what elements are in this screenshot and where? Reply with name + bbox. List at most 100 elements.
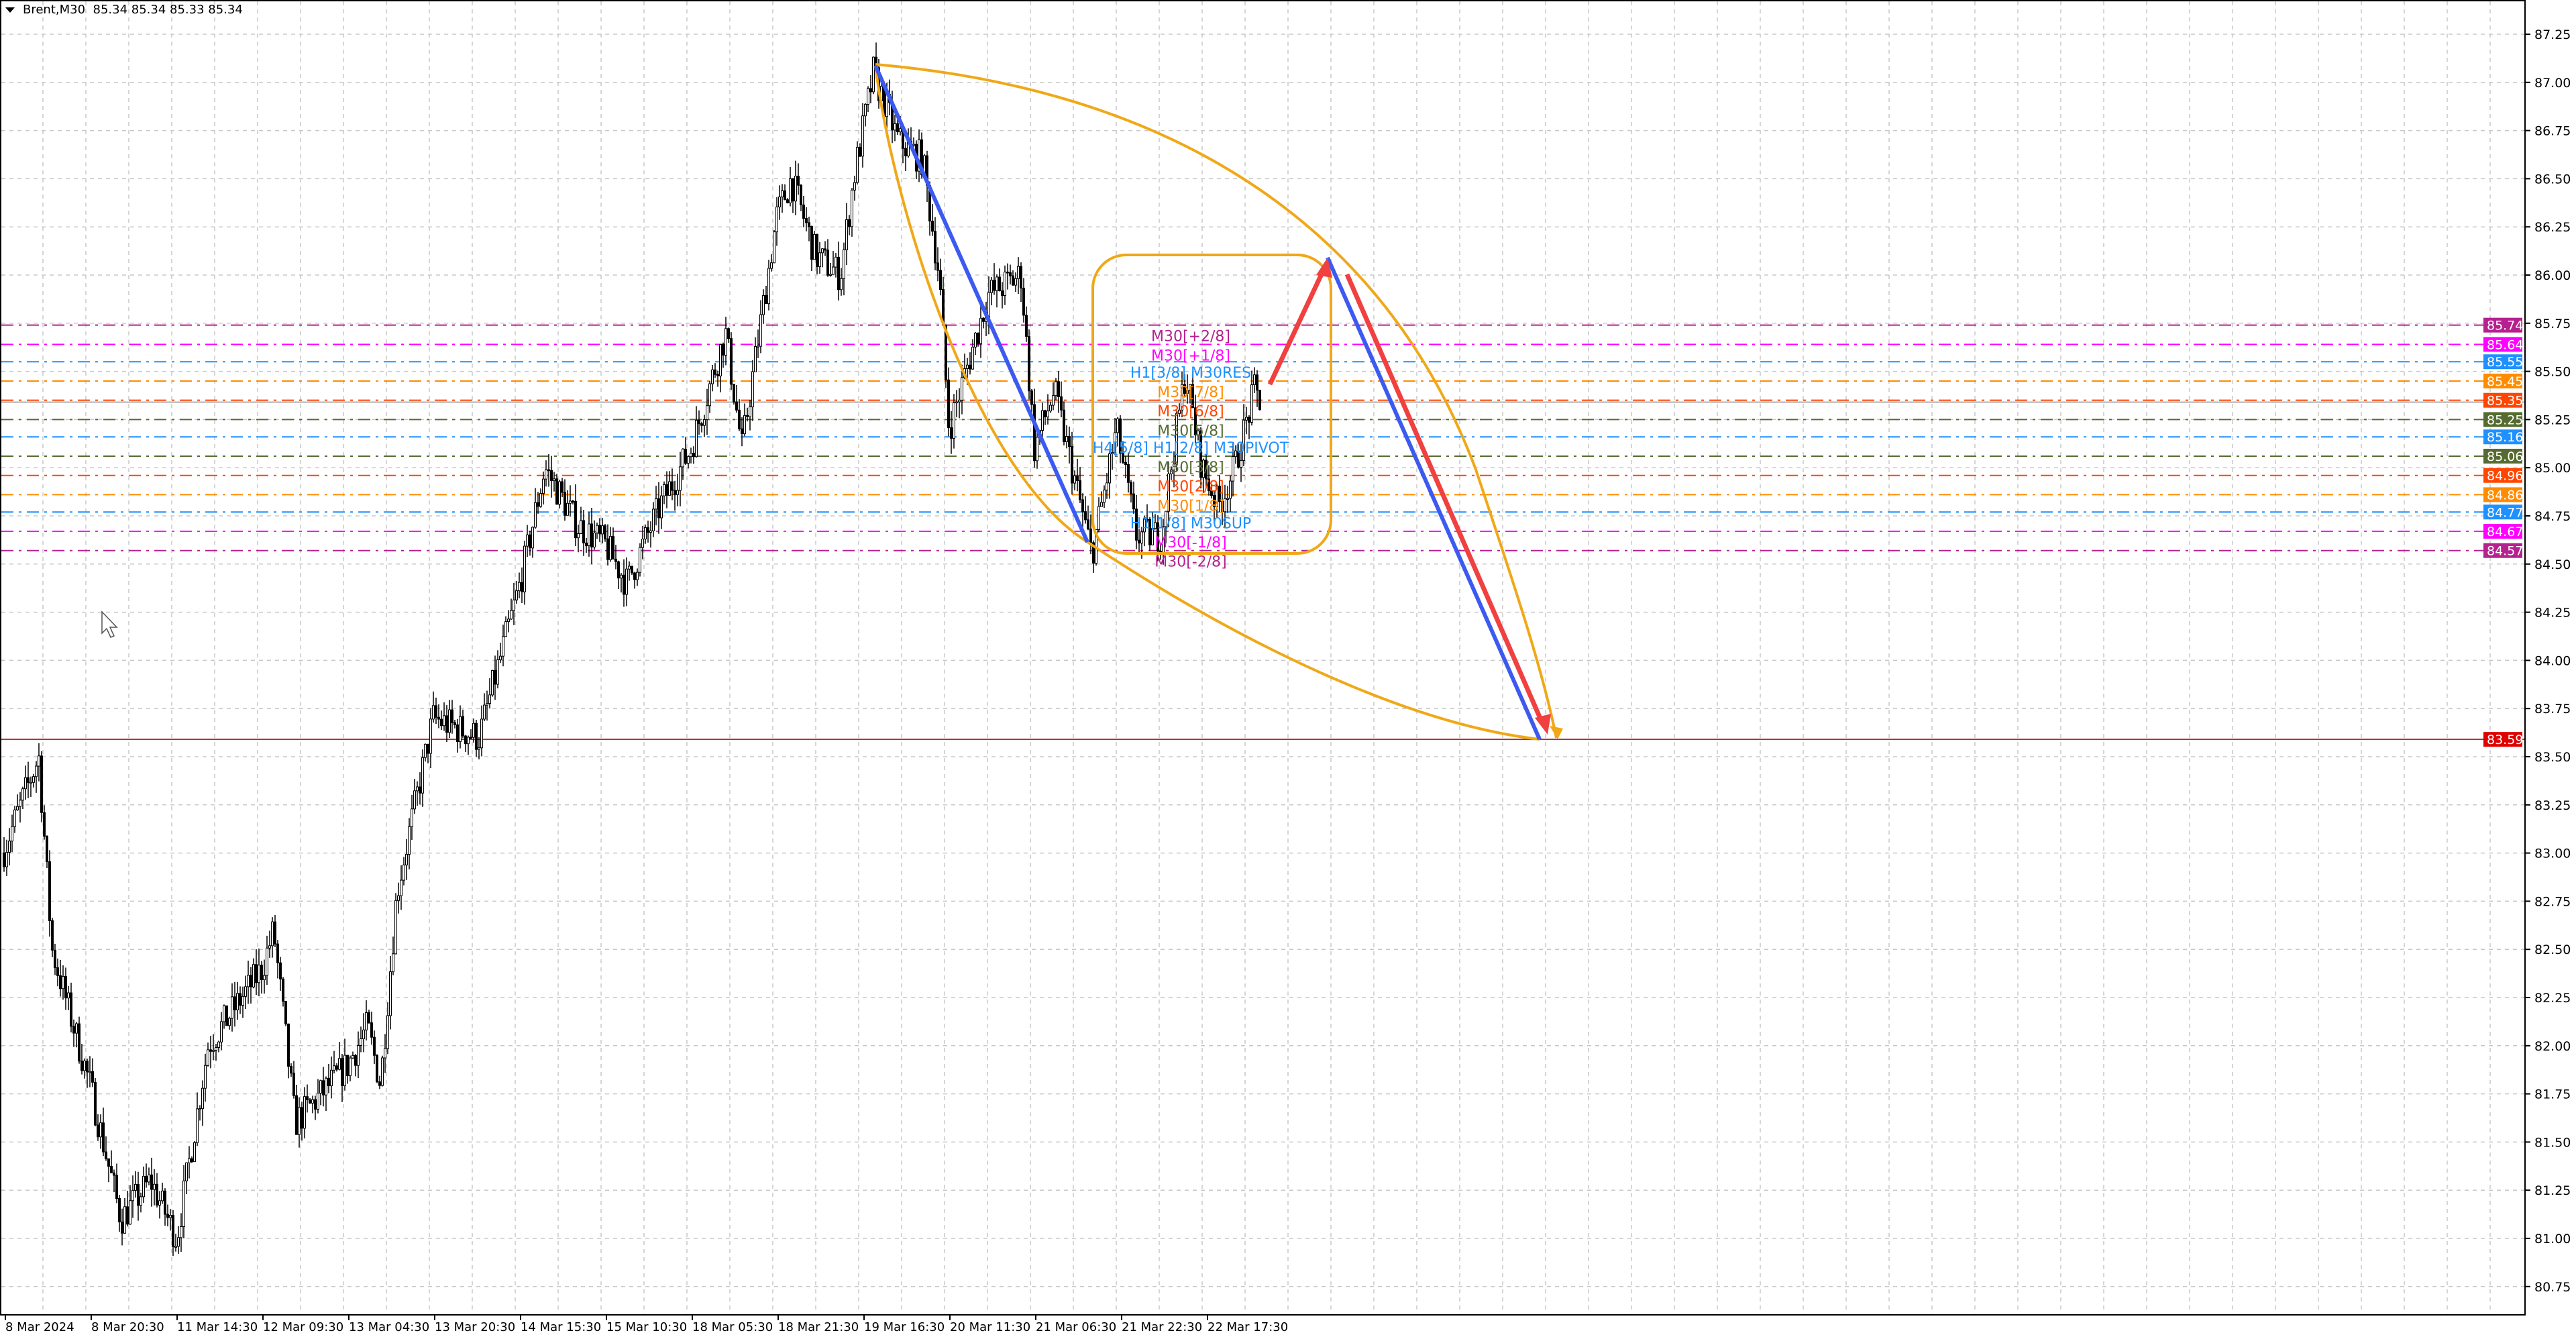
candle-body xyxy=(829,274,832,276)
candle-body xyxy=(75,1023,78,1034)
candle-body xyxy=(480,718,483,749)
candle-body xyxy=(719,343,722,376)
level-price-tag-text: 85.55 xyxy=(2487,355,2523,370)
y-tick-label: 86.00 xyxy=(2534,268,2571,283)
candle-body xyxy=(1256,374,1258,391)
candle-body xyxy=(180,1226,182,1238)
candle-body xyxy=(150,1174,153,1190)
candle-body xyxy=(1119,418,1122,454)
candle-body xyxy=(72,1026,75,1034)
candle-body xyxy=(593,532,596,547)
candle-body xyxy=(1044,410,1046,418)
candle-body xyxy=(738,409,741,429)
candle-body xyxy=(625,568,628,595)
candle-body xyxy=(1057,381,1060,397)
trend-line-blue xyxy=(873,64,1089,543)
candle-body xyxy=(134,1184,137,1191)
dropdown-triangle-icon[interactable] xyxy=(5,7,15,13)
candle-body xyxy=(445,715,448,733)
candle-body xyxy=(904,148,907,156)
candle-body xyxy=(1202,460,1205,478)
candle-body xyxy=(1009,272,1012,276)
level-label: M30[-1/8] xyxy=(1155,535,1227,551)
candle-body xyxy=(494,670,496,685)
candle-body xyxy=(1041,410,1044,431)
candle-body xyxy=(837,256,840,290)
candle-body xyxy=(349,1057,352,1076)
candle-body xyxy=(1068,436,1071,447)
candle-body xyxy=(869,88,872,93)
candle-body xyxy=(649,530,652,533)
candle-body xyxy=(429,718,432,754)
y-tick-label: 81.00 xyxy=(2534,1232,2571,1246)
level-price-tag-text: 84.77 xyxy=(2487,505,2523,520)
candle-body xyxy=(255,964,258,983)
candle-body xyxy=(70,992,72,1027)
candle-body xyxy=(352,1055,354,1059)
candle-body xyxy=(64,975,67,999)
candle-body xyxy=(303,1096,306,1129)
candle-body xyxy=(534,502,537,528)
candle-body xyxy=(266,947,268,976)
candle-body xyxy=(121,1222,123,1234)
candle-body xyxy=(40,755,43,813)
candle-body xyxy=(1218,486,1221,502)
y-tick-label: 86.50 xyxy=(2534,172,2571,186)
candle-body xyxy=(335,1065,338,1070)
candle-body xyxy=(920,139,923,176)
plot-frame xyxy=(0,0,2526,1316)
candle-body xyxy=(483,704,486,720)
candle-body xyxy=(832,266,835,275)
candle-body xyxy=(987,292,990,318)
candle-body xyxy=(609,535,612,560)
y-tick-label: 85.00 xyxy=(2534,461,2571,476)
candle-body xyxy=(998,276,1001,292)
level-price-tag-text: 85.16 xyxy=(2487,430,2523,445)
candle-body xyxy=(164,1190,166,1215)
candle-body xyxy=(1081,499,1084,513)
candle-body xyxy=(585,542,588,547)
candle-body xyxy=(416,786,419,792)
level-price-tag xyxy=(2483,523,2522,539)
candle-body xyxy=(502,636,504,657)
candle-body xyxy=(472,722,475,738)
candle-body xyxy=(486,703,488,706)
candle-body xyxy=(947,379,950,429)
candle-body xyxy=(558,481,561,505)
candle-body xyxy=(808,222,810,227)
candle-body xyxy=(665,484,668,496)
candle-body xyxy=(864,104,867,117)
candle-body xyxy=(102,1122,105,1153)
candle-body xyxy=(1175,413,1178,465)
y-tick-label: 82.25 xyxy=(2534,991,2571,1006)
candle-body xyxy=(1213,495,1216,507)
candle-body xyxy=(1097,506,1100,530)
candle-body xyxy=(89,1071,91,1073)
y-tick-label: 85.75 xyxy=(2534,317,2571,331)
x-tick-label: 20 Mar 11:30 xyxy=(950,1320,1030,1334)
candle-body xyxy=(523,545,526,592)
candle-body xyxy=(201,1087,204,1110)
candle-body xyxy=(596,525,598,533)
candle-body xyxy=(759,314,762,347)
candle-body xyxy=(360,1038,362,1046)
candle-body xyxy=(743,415,746,435)
candle-body xyxy=(338,1058,341,1070)
candle-body xyxy=(207,1049,209,1066)
candle-body xyxy=(427,743,429,754)
candle-body xyxy=(510,610,513,620)
candle-body xyxy=(684,448,687,464)
candle-body xyxy=(459,716,462,743)
candle-body xyxy=(778,197,781,208)
candle-body xyxy=(945,325,947,380)
candle-body xyxy=(977,333,979,344)
candle-body xyxy=(209,1049,212,1052)
candle-body xyxy=(1154,522,1157,529)
candle-body xyxy=(515,590,518,600)
candle-body xyxy=(655,498,657,510)
candle-body xyxy=(220,1021,223,1042)
candle-body xyxy=(856,147,859,183)
candle-body xyxy=(268,945,271,949)
arrow-red-up xyxy=(1267,266,1328,386)
